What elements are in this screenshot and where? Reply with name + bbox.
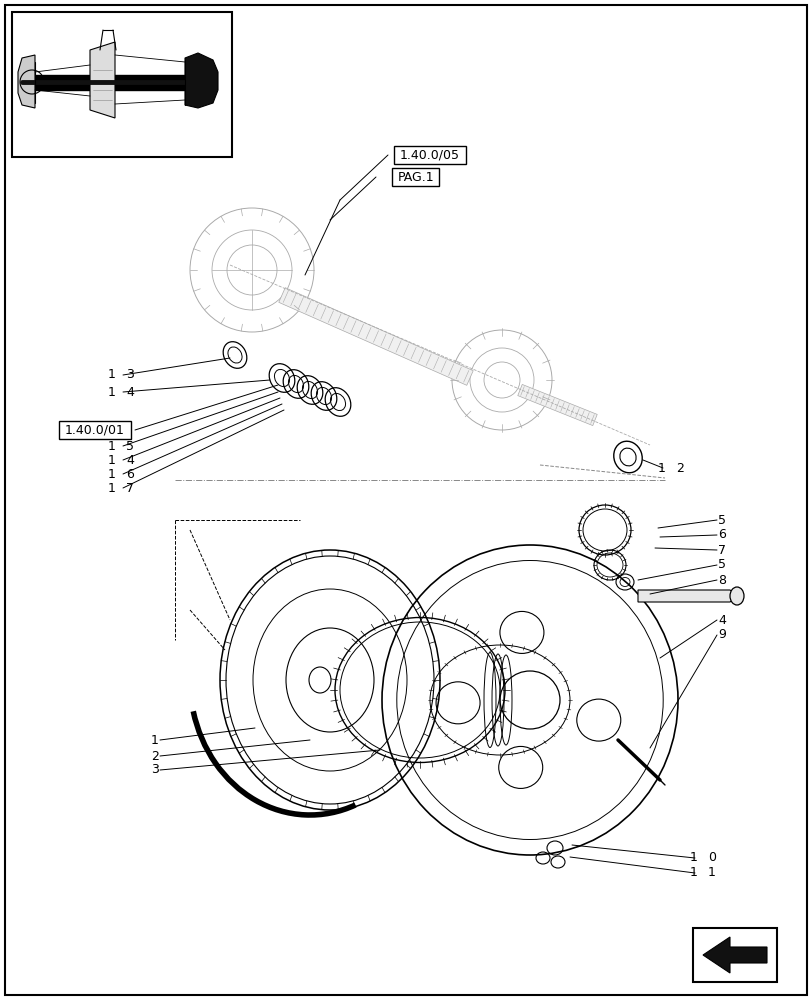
Text: 7: 7 bbox=[126, 482, 134, 494]
Bar bbox=[393, 146, 466, 164]
Text: 5: 5 bbox=[126, 440, 134, 452]
Polygon shape bbox=[185, 53, 217, 108]
Text: 5: 5 bbox=[717, 558, 725, 572]
Ellipse shape bbox=[729, 587, 743, 605]
Text: 1: 1 bbox=[108, 385, 116, 398]
Text: 1: 1 bbox=[108, 482, 116, 494]
Text: 1: 1 bbox=[689, 851, 697, 864]
Text: 6: 6 bbox=[126, 468, 134, 481]
Bar bbox=[12, 12, 232, 157]
Text: 1: 1 bbox=[151, 734, 159, 746]
Text: 1.40.0/05: 1.40.0/05 bbox=[400, 149, 460, 162]
Text: 1: 1 bbox=[707, 866, 715, 879]
Polygon shape bbox=[702, 937, 766, 973]
Text: 0: 0 bbox=[707, 851, 715, 864]
Text: 1: 1 bbox=[108, 440, 116, 452]
Bar bbox=[392, 168, 439, 186]
Text: 8: 8 bbox=[717, 574, 725, 586]
Polygon shape bbox=[637, 590, 737, 602]
Text: 1: 1 bbox=[657, 462, 665, 475]
Text: 4: 4 bbox=[126, 385, 134, 398]
Text: 4: 4 bbox=[126, 454, 134, 466]
Text: 5: 5 bbox=[717, 514, 725, 526]
Text: 6: 6 bbox=[717, 528, 725, 542]
Polygon shape bbox=[90, 42, 115, 118]
Text: 9: 9 bbox=[717, 629, 725, 642]
Text: 7: 7 bbox=[717, 544, 725, 556]
Polygon shape bbox=[18, 55, 35, 108]
Text: 3: 3 bbox=[151, 763, 159, 776]
Polygon shape bbox=[278, 288, 473, 385]
Text: 4: 4 bbox=[717, 613, 725, 626]
Text: PAG.1: PAG.1 bbox=[397, 171, 434, 184]
Bar bbox=[692, 928, 776, 982]
Polygon shape bbox=[517, 384, 597, 426]
Text: 1: 1 bbox=[108, 368, 116, 381]
Text: 2: 2 bbox=[676, 462, 683, 475]
Bar bbox=[59, 421, 131, 439]
Text: 2: 2 bbox=[151, 750, 159, 762]
Text: 1: 1 bbox=[108, 468, 116, 481]
Text: 1.40.0/01: 1.40.0/01 bbox=[65, 424, 125, 436]
Text: 1: 1 bbox=[108, 454, 116, 466]
Text: 3: 3 bbox=[126, 368, 134, 381]
Text: 1: 1 bbox=[689, 866, 697, 879]
